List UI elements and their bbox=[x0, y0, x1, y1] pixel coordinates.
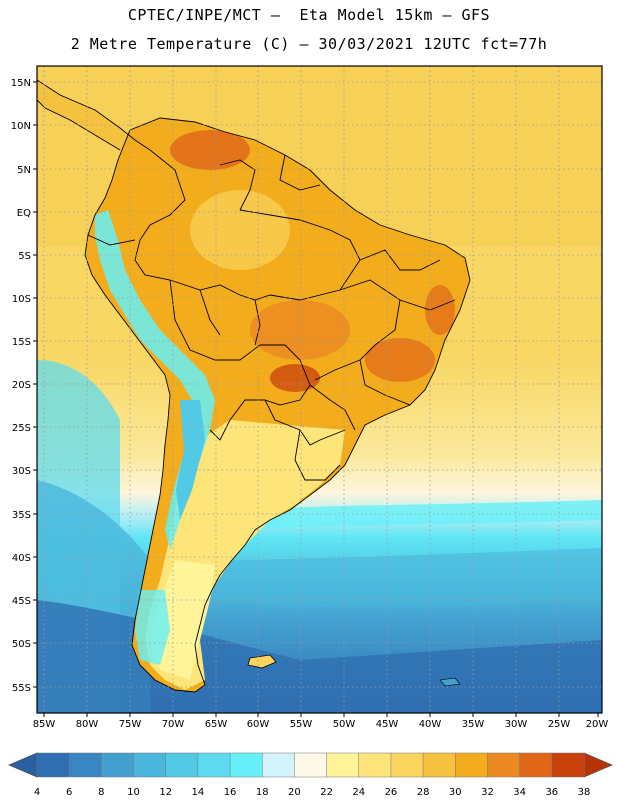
colorbar-label: 28 bbox=[417, 787, 430, 798]
colorbar-swatch bbox=[197, 752, 231, 778]
lat-label: 15N bbox=[11, 78, 31, 89]
colorbar-low-arrow bbox=[7, 752, 38, 778]
lon-label: 65W bbox=[205, 719, 228, 730]
colorbar-swatch bbox=[36, 752, 70, 778]
colorbar: 4 6 8 10 12 14 16 18 20 22 24 26 28 30 32 34 36 38 bbox=[7, 752, 614, 798]
lat-label: 10S bbox=[12, 294, 31, 305]
lat-label: EQ bbox=[17, 208, 31, 219]
map-title-line-2: 2 Metre Temperature (C) – 30/03/2021 12U… bbox=[70, 35, 548, 53]
lon-label: 40W bbox=[419, 719, 442, 730]
colorbar-label: 26 bbox=[385, 787, 398, 798]
colorbar-label: 12 bbox=[159, 787, 172, 798]
colorbar-label: 4 bbox=[34, 787, 40, 798]
lon-label: 20W bbox=[586, 719, 609, 730]
colorbar-swatch bbox=[133, 752, 167, 778]
colorbar-label: 16 bbox=[224, 787, 237, 798]
lat-label: 5S bbox=[18, 251, 31, 262]
colorbar-label: 32 bbox=[481, 787, 494, 798]
map-title-line-1: CPTEC/INPE/MCT – Eta Model 15km – GFS bbox=[127, 6, 491, 24]
colorbar-label: 18 bbox=[256, 787, 269, 798]
lat-label: 25S bbox=[12, 423, 31, 434]
colorbar-swatch bbox=[390, 752, 424, 778]
lon-label: 25W bbox=[548, 719, 571, 730]
colorbar-swatch bbox=[68, 752, 102, 778]
colorbar-label: 6 bbox=[66, 787, 72, 798]
colorbar-swatch bbox=[519, 752, 553, 778]
lat-label: 50S bbox=[12, 639, 31, 650]
lon-label: 85W bbox=[33, 719, 56, 730]
lat-label: 15S bbox=[12, 337, 31, 348]
colorbar-swatch bbox=[455, 752, 489, 778]
central-america bbox=[37, 80, 150, 160]
lon-label: 55W bbox=[290, 719, 313, 730]
colorbar-swatch bbox=[487, 752, 521, 778]
lat-label: 35S bbox=[12, 510, 31, 521]
lat-label: 5N bbox=[17, 165, 31, 176]
colorbar-label: 34 bbox=[513, 787, 526, 798]
map-panel bbox=[37, 66, 602, 713]
lat-label: 30S bbox=[12, 466, 31, 477]
lat-label: 55S bbox=[12, 683, 31, 694]
lon-label: 70W bbox=[162, 719, 185, 730]
lon-label: 30W bbox=[505, 719, 528, 730]
lon-label: 60W bbox=[247, 719, 270, 730]
lat-label: 45S bbox=[12, 596, 31, 607]
lon-label: 80W bbox=[76, 719, 99, 730]
colorbar-swatch bbox=[294, 752, 328, 778]
colorbar-label: 22 bbox=[320, 787, 333, 798]
colorbar-swatch bbox=[422, 752, 456, 778]
colorbar-label: 14 bbox=[192, 787, 205, 798]
colorbar-swatch bbox=[326, 752, 360, 778]
colorbar-label: 38 bbox=[578, 787, 591, 798]
colorbar-label: 30 bbox=[449, 787, 462, 798]
colorbar-label: 10 bbox=[127, 787, 140, 798]
lon-label: 75W bbox=[119, 719, 142, 730]
colorbar-label: 8 bbox=[98, 787, 104, 798]
colorbar-label: 20 bbox=[288, 787, 301, 798]
lat-label: 40S bbox=[12, 553, 31, 564]
colorbar-label: 24 bbox=[352, 787, 365, 798]
colorbar-swatch bbox=[229, 752, 263, 778]
lon-label: 35W bbox=[462, 719, 485, 730]
colorbar-swatch bbox=[358, 752, 392, 778]
colorbar-swatch bbox=[551, 752, 585, 778]
colorbar-swatch bbox=[261, 752, 295, 778]
country-borders bbox=[37, 79, 471, 693]
colorbar-swatch bbox=[165, 752, 199, 778]
colorbar-high-arrow bbox=[583, 752, 614, 778]
lat-label: 20S bbox=[12, 380, 31, 391]
lon-label: 50W bbox=[333, 719, 356, 730]
colorbar-swatch bbox=[101, 752, 135, 778]
map-frame bbox=[36, 65, 603, 714]
lat-label: 10N bbox=[11, 121, 31, 132]
colorbar-label: 36 bbox=[545, 787, 558, 798]
lon-label: 45W bbox=[376, 719, 399, 730]
